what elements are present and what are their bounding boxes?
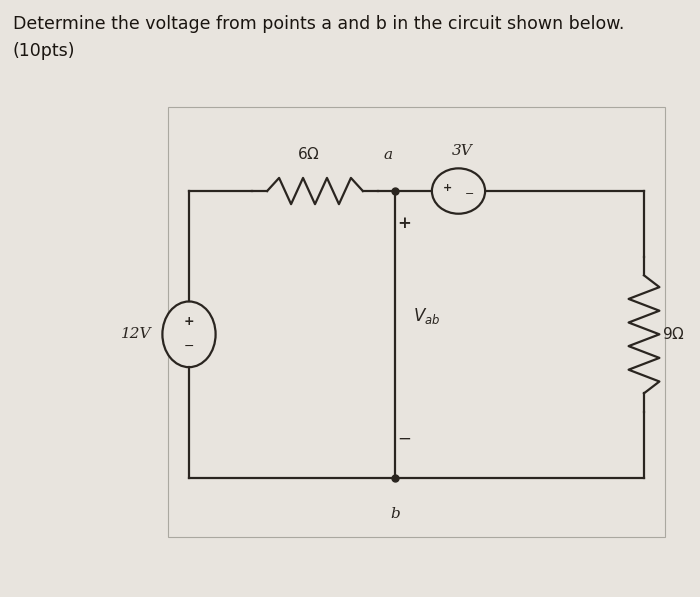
Text: −: − <box>397 430 411 447</box>
Text: b: b <box>391 507 400 521</box>
Text: (10pts): (10pts) <box>13 42 75 60</box>
Text: $6\Omega$: $6\Omega$ <box>297 146 319 162</box>
Text: +: + <box>397 216 411 232</box>
Text: $V_{ab}$: $V_{ab}$ <box>413 306 440 327</box>
Text: Determine the voltage from points a and b in the circuit shown below.: Determine the voltage from points a and … <box>13 15 624 33</box>
Ellipse shape <box>162 301 216 367</box>
Text: +: + <box>442 183 452 193</box>
Text: 12V: 12V <box>121 327 152 341</box>
Text: −: − <box>465 189 475 199</box>
Text: a: a <box>384 149 393 162</box>
Text: +: + <box>183 315 195 328</box>
Text: 3V: 3V <box>452 144 472 158</box>
Text: −: − <box>183 340 195 353</box>
Text: $9\Omega$: $9\Omega$ <box>662 327 685 342</box>
Circle shape <box>432 168 485 214</box>
Bar <box>168 107 665 537</box>
